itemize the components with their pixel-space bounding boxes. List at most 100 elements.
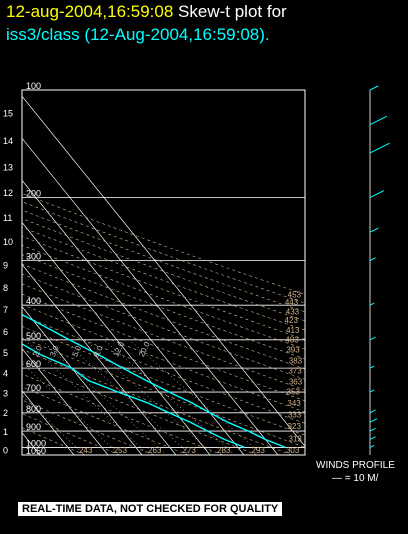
pressure-tick-label: 700 bbox=[26, 383, 41, 393]
dry-adiabat bbox=[22, 399, 155, 455]
pressure-tick-label: 200 bbox=[26, 189, 41, 199]
pressure-tick-label: 1000 bbox=[26, 438, 46, 448]
quality-notice: REAL-TIME DATA, NOT CHECKED FOR QUALITY bbox=[18, 502, 283, 516]
height-tick-label: 12 bbox=[3, 188, 13, 198]
height-tick-label: 13 bbox=[3, 162, 13, 172]
height-tick-label: 2 bbox=[3, 408, 8, 418]
dry-adiabat-label: 263 bbox=[148, 446, 162, 455]
isotherm-line bbox=[22, 137, 279, 455]
mixing-ratio-line bbox=[129, 339, 263, 455]
dry-adiabat-label: 423 bbox=[285, 316, 299, 325]
isotherm-line bbox=[22, 95, 305, 447]
pressure-tick-label: 900 bbox=[26, 422, 41, 432]
mixing-ratio-label: 3.0 bbox=[48, 344, 61, 358]
pressure-tick-label: 1050 bbox=[26, 446, 46, 456]
wind-barb bbox=[369, 418, 378, 423]
wind-barb bbox=[369, 115, 388, 126]
isotherm-line bbox=[22, 390, 75, 455]
dry-adiabat-label: 243 bbox=[79, 446, 93, 455]
pressure-tick-label: 600 bbox=[26, 359, 41, 369]
dry-adiabat bbox=[22, 209, 305, 313]
wind-barb bbox=[369, 427, 376, 432]
pressure-tick-label: 400 bbox=[26, 296, 41, 306]
dry-adiabat-label: 433 bbox=[286, 307, 300, 316]
wind-barb bbox=[369, 436, 376, 440]
pressure-tick-label: 100 bbox=[26, 81, 41, 91]
height-tick-label: 0 bbox=[3, 445, 8, 455]
dry-adiabat-label: 283 bbox=[217, 446, 231, 455]
wind-barb bbox=[369, 336, 376, 341]
chart-title: 12-aug-2004,16:59:08 Skew-t plot for bbox=[6, 2, 287, 22]
wind-barb bbox=[369, 302, 375, 306]
mixing-ratio-line bbox=[22, 362, 120, 455]
plot-frame bbox=[21, 89, 306, 456]
chart-subtitle: iss3/class (12-Aug-2004,16:59:08). bbox=[6, 25, 270, 44]
dry-adiabat-label: 353 bbox=[287, 387, 301, 396]
dry-adiabat-label: 273 bbox=[183, 446, 197, 455]
height-tick-label: 3 bbox=[3, 388, 8, 398]
height-tick-label: 15 bbox=[3, 108, 13, 118]
mixing-ratio-label: 5.0 bbox=[70, 344, 83, 358]
wind-barb bbox=[369, 142, 390, 154]
mixing-ratio-label: 20.0 bbox=[137, 340, 152, 358]
dry-adiabat-label: 373 bbox=[288, 367, 302, 376]
height-tick-label: 5 bbox=[3, 348, 8, 358]
height-tick-label: 9 bbox=[3, 260, 8, 270]
wind-barb bbox=[369, 190, 385, 199]
height-tick-label: 14 bbox=[3, 136, 13, 146]
dry-adiabat-label: 443 bbox=[285, 298, 299, 307]
height-tick-label: 6 bbox=[3, 327, 8, 337]
winds-profile-label: WINDS PROFILE bbox=[316, 460, 395, 471]
dry-adiabat bbox=[22, 337, 305, 448]
isotherm-line bbox=[22, 348, 109, 455]
pressure-tick-label: 800 bbox=[26, 404, 41, 414]
dry-adiabat-label: 303 bbox=[286, 446, 300, 455]
title-datetime: 12-aug-2004,16:59:08 bbox=[6, 2, 174, 21]
temperature-series-line bbox=[22, 313, 286, 449]
pressure-tick-label: 500 bbox=[26, 331, 41, 341]
dry-adiabat-label: 333 bbox=[288, 410, 302, 419]
dewpoint-series-line bbox=[22, 343, 245, 449]
isotherm-line bbox=[22, 179, 245, 455]
isotherm-line bbox=[22, 263, 177, 455]
dry-adiabat-label: 253 bbox=[114, 446, 128, 455]
wind-barb bbox=[369, 389, 375, 393]
wind-barb bbox=[369, 227, 379, 233]
dry-adiabat bbox=[22, 413, 120, 455]
dry-adiabat-label: 323 bbox=[288, 422, 302, 431]
isotherm-line bbox=[22, 221, 211, 455]
isotherm-line bbox=[22, 305, 143, 455]
pressure-tick-label: 300 bbox=[26, 252, 41, 262]
wind-barb bbox=[369, 257, 376, 261]
mixing-ratio-label: 2.0 bbox=[31, 344, 44, 358]
dry-adiabat-label: 413 bbox=[286, 326, 300, 335]
mixing-ratio-line bbox=[103, 339, 236, 455]
dry-adiabat bbox=[22, 361, 258, 455]
dry-adiabat bbox=[22, 386, 189, 455]
dry-adiabat-label: 343 bbox=[287, 399, 301, 408]
dry-adiabat bbox=[22, 349, 293, 455]
dry-adiabat-label: 383 bbox=[289, 357, 303, 366]
dry-adiabat bbox=[22, 315, 305, 424]
dry-adiabat-label: 293 bbox=[251, 446, 265, 455]
mixing-ratio-line bbox=[41, 339, 168, 455]
wind-barb bbox=[369, 444, 375, 448]
dry-adiabat-label: 453 bbox=[288, 290, 302, 299]
wind-barb bbox=[369, 409, 376, 414]
dry-adiabat-label: 313 bbox=[289, 434, 303, 443]
height-tick-label: 1 bbox=[3, 427, 8, 437]
wind-barb bbox=[369, 85, 379, 91]
dry-adiabat bbox=[22, 373, 224, 455]
wind-barb bbox=[369, 365, 375, 369]
height-tick-label: 7 bbox=[3, 305, 8, 315]
plot-area bbox=[22, 90, 305, 455]
dry-adiabat-label: 403 bbox=[285, 335, 299, 344]
dry-adiabat bbox=[22, 304, 305, 413]
dry-adiabat bbox=[22, 283, 305, 391]
dry-adiabat bbox=[22, 293, 305, 402]
height-tick-label: 4 bbox=[3, 368, 8, 378]
height-tick-label: 11 bbox=[3, 213, 12, 223]
dry-adiabat bbox=[22, 218, 305, 322]
title-label: Skew-t plot for bbox=[178, 2, 287, 21]
